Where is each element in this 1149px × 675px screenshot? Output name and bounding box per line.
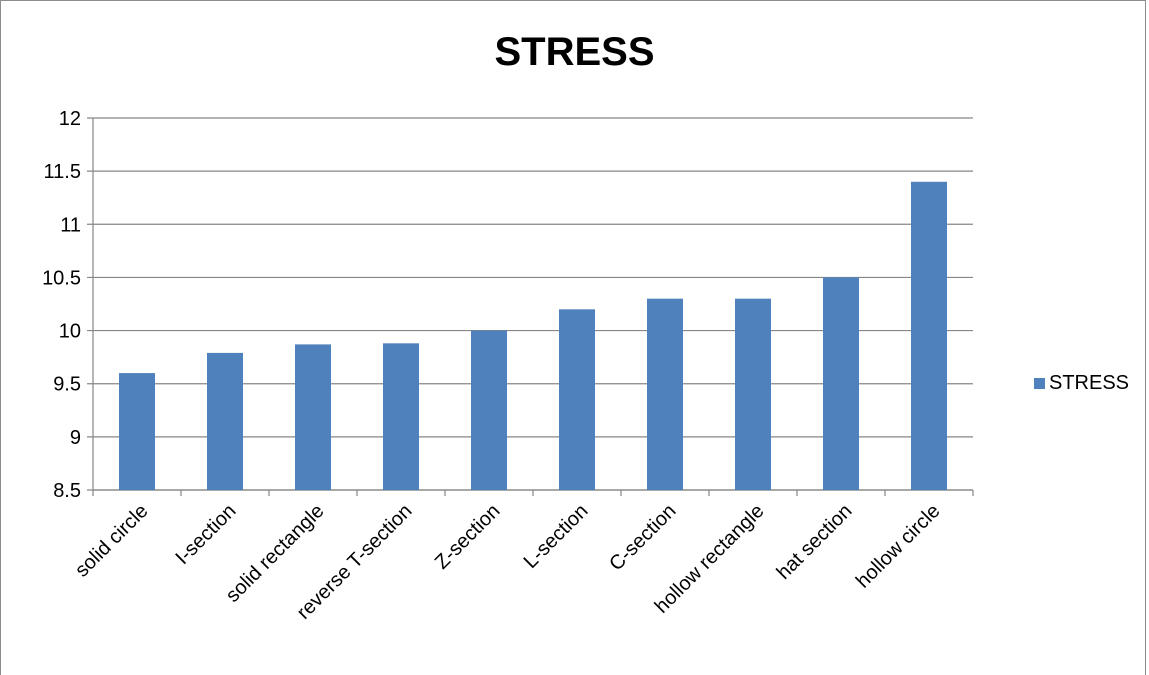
y-tick-label: 8.5 bbox=[53, 480, 81, 502]
bar bbox=[383, 343, 419, 490]
bar bbox=[735, 298, 771, 490]
bar bbox=[559, 309, 595, 490]
legend-label: STRESS bbox=[1049, 372, 1130, 394]
x-tick-label: hollow circle bbox=[852, 500, 945, 593]
bar bbox=[471, 330, 507, 490]
x-tick-label: C-section bbox=[605, 500, 680, 575]
y-tick-label: 11.5 bbox=[44, 161, 81, 183]
bar bbox=[295, 344, 331, 490]
y-tick-label: 10.5 bbox=[42, 267, 81, 289]
x-tick-label: solid circle bbox=[71, 500, 153, 582]
legend: STRESS bbox=[1034, 372, 1129, 395]
legend-swatch bbox=[1034, 378, 1045, 389]
chart-title: STRESS bbox=[494, 30, 655, 74]
y-tick-label: 9.5 bbox=[53, 374, 81, 396]
x-tick-label: hat section bbox=[773, 500, 857, 584]
bar bbox=[911, 181, 947, 490]
x-tick-label: I-section bbox=[172, 500, 241, 569]
y-tick-label: 10 bbox=[59, 321, 81, 343]
y-tick-label: 12 bbox=[59, 108, 81, 130]
bar bbox=[119, 373, 155, 490]
bar bbox=[823, 277, 859, 490]
bar bbox=[207, 352, 243, 490]
bar bbox=[647, 298, 683, 490]
y-tick-label: 11 bbox=[60, 214, 81, 236]
y-tick-label: 9 bbox=[70, 427, 81, 449]
x-tick-label: Z-section bbox=[431, 500, 505, 574]
x-tick-label: L-section bbox=[520, 500, 593, 573]
